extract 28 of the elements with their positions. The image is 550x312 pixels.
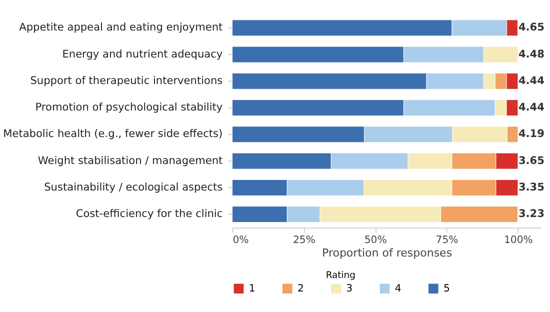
x-tick-label: 100% [504,234,534,246]
y-tick-label: Energy and nutrient adequacy [62,48,223,60]
annotation: 3.35 [518,181,544,194]
x-tick-label: 25% [292,234,316,246]
annotation: 3.23 [518,208,544,220]
legend-label: 1 [248,283,256,294]
y-tick-label: Promotion of psychological stability [35,102,223,114]
y-tick-label: Sustainability / ecological aspects [44,181,223,194]
legend-title: Rating [326,270,356,282]
x-axis-title: Proportion of responses [322,246,452,260]
annotation: 4.65 [518,22,544,34]
y-tick-label: Support of therapeutic interventions [30,74,223,87]
x-tick-label: 50% [364,234,388,246]
annotation: 4.48 [518,48,544,60]
legend-label: 2 [297,283,304,294]
legend-label: 4 [394,283,402,294]
x-tick-label: 0% [232,234,250,246]
y-tick-label: Cost-efficiency for the clinic [76,208,223,220]
y-tick-label: Metabolic health (e.g., fewer side effects) [3,128,223,140]
annotation: 4.19 [518,128,544,140]
legend-label: 5 [443,283,450,294]
y-tick-label: Weight stabilisation / management [38,154,223,167]
annotation: 4.44 [518,74,544,87]
annotation: 3.65 [518,154,544,167]
annotation: 4.44 [518,102,544,114]
x-tick-label: 75% [436,234,459,246]
y-tick-label: Appetite appeal and eating enjoyment [19,22,223,34]
legend-label: 3 [346,283,353,294]
